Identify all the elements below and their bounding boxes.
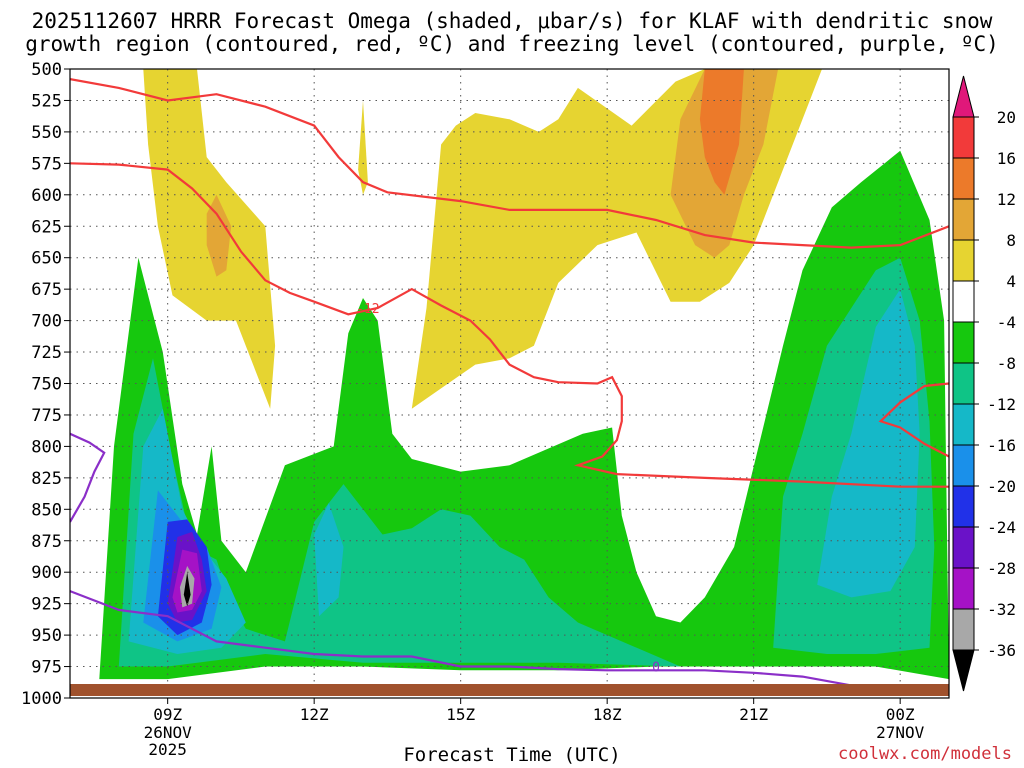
- omega-region-5: [817, 289, 920, 598]
- y-tick-label-775: 775: [31, 406, 62, 426]
- y-tick-label-1000: 1000: [21, 689, 62, 709]
- omega-region-1: [118, 358, 681, 667]
- freezing-level-contour-left: [70, 432, 106, 523]
- omega-region-17: [699, 69, 744, 195]
- colorbar-label-9: -20: [987, 477, 1016, 496]
- omega-region-4: [314, 503, 344, 617]
- colorbar-bin-13: [952, 608, 975, 651]
- x-tick-label-15Z: 15Z: [446, 705, 475, 724]
- y-tick-label-800: 800: [31, 437, 62, 457]
- x-tick-label-21Z: 21Z: [739, 705, 768, 724]
- colorbar-label-3: 8: [1006, 231, 1016, 250]
- x-tick-label-18Z: 18Z: [593, 705, 622, 724]
- contour-lines: -12 0: [70, 78, 949, 693]
- dgz-contour-right-line: [878, 382, 949, 458]
- dgz-contour-upper-line: [70, 78, 949, 249]
- chart-title-line1: 2025112607 HRRR Forecast Omega (shaded, …: [31, 9, 993, 33]
- freezing-level-label: 0: [652, 661, 660, 676]
- ground-bar: [70, 684, 949, 696]
- freezing-level-contour: [70, 590, 891, 693]
- colorbar-label-4: 4: [1006, 272, 1016, 291]
- colorbar-bin-9: [952, 444, 975, 487]
- y-tick-label-725: 725: [31, 343, 62, 363]
- y-axis: 500 525 550 575 600 625 650 675 700 725 750 775 800 8…: [21, 60, 70, 709]
- y-tick-label-625: 625: [31, 217, 62, 237]
- dgz-contour-label: -12: [356, 302, 379, 317]
- colorbar-bin-12: [952, 567, 975, 610]
- y-tick-label-500: 500: [31, 60, 62, 80]
- colorbar-label-12: -32: [987, 600, 1016, 619]
- y-tick-label-675: 675: [31, 280, 62, 300]
- colorbar-bin-10: [952, 485, 975, 528]
- y-tick-label-700: 700: [31, 312, 62, 332]
- omega-region-16: [206, 194, 232, 277]
- y-tick-label-850: 850: [31, 500, 62, 520]
- colorbar-bin-7: [952, 362, 975, 405]
- x-axis-label: Forecast Time (UTC): [403, 744, 621, 766]
- y-tick-label-925: 925: [31, 595, 62, 615]
- dgz-contour-lower-line: [70, 162, 949, 488]
- colorbar-bin-2: [952, 157, 975, 200]
- x-tick-label-00Z: 00Z: [886, 705, 915, 724]
- chart-title-line2: growth region (contoured, red, ºC) and f…: [25, 32, 999, 56]
- colorbar-bin-8: [952, 403, 975, 446]
- colorbar-label-8: -16: [987, 436, 1016, 455]
- colorbar-bin-11: [952, 526, 975, 569]
- colorbar-label-10: -24: [987, 518, 1016, 537]
- y-tick-label-975: 975: [31, 658, 62, 678]
- y-tick-label-575: 575: [31, 154, 62, 174]
- colorbar-label-5: -4: [997, 313, 1016, 332]
- colorbar-bin-3: [952, 198, 975, 241]
- omega-region-13: [358, 100, 368, 195]
- y-tick-label-600: 600: [31, 186, 62, 206]
- colorbar-bin-5: [952, 280, 975, 323]
- y-tick-label-525: 525: [31, 91, 62, 111]
- colorbar-label-6: -8: [997, 354, 1016, 373]
- y-tick-label-875: 875: [31, 532, 62, 552]
- colorbar-label-13: -36: [987, 641, 1016, 660]
- grid-lines: [70, 69, 949, 698]
- x-tick-label-09Z: 09Z: [153, 705, 182, 724]
- colorbar-arrow-bottom: [952, 649, 975, 692]
- colorbar-arrow-top: [952, 75, 975, 118]
- colorbar-label-2: 12: [997, 190, 1016, 209]
- y-tick-label-750: 750: [31, 375, 62, 395]
- y-tick-label-950: 950: [31, 626, 62, 646]
- colorbar-bin-6: [952, 321, 975, 364]
- colorbar: 20 16 12 8 4 -4 -8 -12 -16 -20 -24 -28 -32 -36: [952, 75, 1016, 692]
- colorbar-label-0: 20: [997, 108, 1016, 127]
- y-tick-label-900: 900: [31, 563, 62, 583]
- y-tick-label-825: 825: [31, 469, 62, 489]
- y-tick-label-550: 550: [31, 123, 62, 143]
- colorbar-label-1: 16: [997, 149, 1016, 168]
- colorbar-label-7: -12: [987, 395, 1016, 414]
- site-credit: coolwx.com/models: [838, 744, 1012, 764]
- omega-region-11: [183, 572, 191, 607]
- colorbar-bin-1: [952, 116, 975, 159]
- x-tick-label-12Z: 12Z: [300, 705, 329, 724]
- colorbar-label-11: -28: [987, 559, 1016, 578]
- colorbar-bin-4: [952, 239, 975, 282]
- y-tick-label-650: 650: [31, 249, 62, 269]
- x-tick-date-00Z: 27NOV: [876, 723, 925, 742]
- x-tick-date-09Z: 26NOV: [144, 723, 193, 742]
- x-tick-year-09Z: 2025: [148, 740, 187, 759]
- omega-shading: [99, 69, 949, 680]
